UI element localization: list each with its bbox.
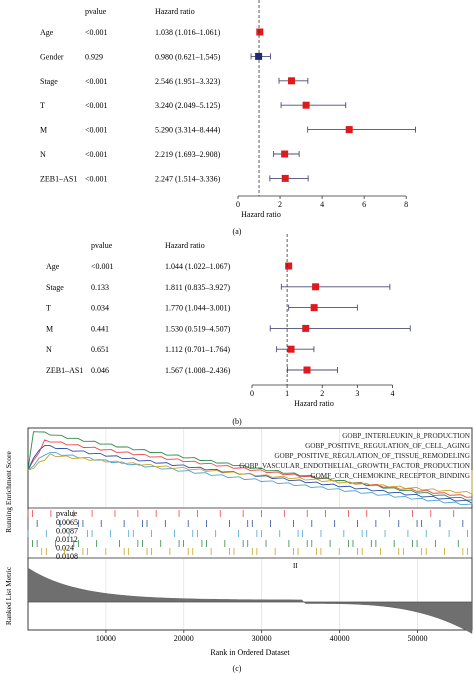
legend-entry: GOMF_CCR_CHEMOKINE_RECEPTOR_BINDING [310, 472, 470, 480]
row-hazard-ratio: 0.980 (0.621–1.545) [155, 52, 221, 61]
rug-marker-label: II [293, 562, 298, 570]
panel-label-a: (a) [233, 227, 242, 236]
row-hazard-ratio: 1.044 (1.022–1.067) [165, 262, 231, 271]
row-pvalue: <0.001 [85, 28, 108, 37]
x-tick-label: 4 [390, 389, 394, 398]
row-hazard-ratio: 1.038 (1.016–1.061) [155, 28, 221, 37]
row-label: Gender [40, 52, 64, 61]
hazard-ratio-point [302, 101, 310, 109]
hazard-ratio-point [256, 28, 264, 36]
row-label: T [46, 304, 51, 313]
row-label: ZEB1–AS1 [40, 174, 77, 183]
row-label: T [40, 101, 45, 110]
row-pvalue: <0.001 [85, 174, 108, 183]
series-pvalue: 0.0087 [56, 527, 78, 536]
row-hazard-ratio: 1.112 (0.701–1.764) [165, 345, 230, 354]
x-tick-label: 50000 [407, 634, 427, 643]
row-pvalue: <0.001 [85, 150, 108, 159]
x-tick-label: 0 [250, 389, 254, 398]
x-tick-label: 0 [236, 200, 240, 209]
row-hazard-ratio: 3.240 (2.049–5.125) [155, 101, 221, 110]
row-pvalue: 0.929 [85, 52, 103, 61]
gsea-pvalue-header: pvalue [56, 509, 78, 518]
y-axis-label-metric: Ranked List Metric [4, 566, 13, 625]
y-axis-label-es: Running Enrichment Score [4, 451, 13, 533]
panel-label-b: (b) [232, 417, 242, 426]
legend-entry: GOBP_VASCULAR_ENDOTHELIAL_GROWTH_FACTOR_… [239, 462, 471, 470]
row-label: Age [40, 28, 54, 37]
row-hazard-ratio: 1.530 (0.519–4.507) [165, 324, 231, 333]
legend-entry: GOBP_INTERLEUKIN_8_PRODUCTION [342, 432, 471, 440]
x-tick-label: 2 [320, 389, 324, 398]
pvalue-column-header-b: pvalue [91, 241, 113, 250]
row-label: N [40, 150, 46, 159]
legend-entry: GOBP_POSITIVE_REGULATION_OF_CELL_AGING [305, 442, 470, 450]
series-pvalue: 0.0108 [56, 552, 78, 561]
enrichment-curve [27, 439, 473, 498]
row-label: Stage [40, 77, 58, 86]
row-label: M [46, 324, 53, 333]
x-tick-label: 1 [285, 389, 289, 398]
row-pvalue: 0.034 [91, 304, 109, 313]
ranked-metric-area [27, 567, 473, 634]
x-tick-label: 20000 [174, 634, 194, 643]
hazard-ratio-point [255, 52, 263, 60]
row-pvalue: <0.001 [85, 101, 108, 110]
row-hazard-ratio: 1.811 (0.835–3.927) [165, 283, 230, 292]
hazard-ratio-point [288, 77, 296, 85]
row-pvalue: <0.001 [85, 126, 108, 135]
x-tick-label: 2 [278, 200, 282, 209]
row-label: Stage [46, 283, 64, 292]
forest-plot-a: pvalue Hazard ratio Age <0.001 1.038 (1.01… [40, 0, 416, 236]
row-pvalue: 0.651 [91, 345, 109, 354]
row-pvalue: 0.441 [91, 324, 109, 333]
hazard-ratio-point [302, 324, 310, 332]
hazard-ratio-point [312, 283, 320, 291]
row-hazard-ratio: 2.546 (1.951–3.323) [155, 77, 221, 86]
pvalue-column-header-a: pvalue [85, 7, 107, 16]
hazard-ratio-point [303, 366, 311, 374]
row-label: Age [46, 262, 60, 271]
row-pvalue: 0.133 [91, 283, 109, 292]
hazard-ratio-column-header-a: Hazard ratio [155, 7, 195, 16]
row-pvalue: <0.001 [91, 262, 114, 271]
row-hazard-ratio: 1.770 (1.044–3.001) [165, 304, 231, 313]
row-pvalue: <0.001 [85, 77, 108, 86]
row-hazard-ratio: 2.219 (1.693–2.908) [155, 150, 221, 159]
x-axis-label-a: Hazard ratio [241, 210, 281, 219]
row-hazard-ratio: 5.290 (3.314–8.444) [155, 126, 221, 135]
enrichment-curve [27, 453, 473, 495]
enrichment-curve [27, 431, 473, 501]
row-label: M [40, 126, 47, 135]
x-tick-label: 4 [320, 200, 324, 209]
row-hazard-ratio: 2.247 (1.514–3.336) [155, 174, 221, 183]
x-tick-label: 8 [404, 200, 408, 209]
hazard-ratio-point [281, 174, 289, 182]
series-pvalue: 0.0065 [56, 518, 78, 527]
panel-label-c: (c) [233, 664, 242, 673]
x-tick-label: 40000 [330, 634, 350, 643]
row-pvalue: 0.046 [91, 366, 109, 375]
hazard-ratio-point [285, 262, 293, 270]
row-hazard-ratio: 1.567 (1.008–2.436) [165, 366, 231, 375]
hazard-ratio-point [345, 126, 353, 134]
hazard-ratio-point [281, 150, 289, 158]
series-pvalue: 0.0112 [56, 535, 78, 544]
enrichment-curve [27, 451, 473, 506]
row-label: ZEB1–AS1 [46, 366, 83, 375]
hazard-ratio-point [310, 304, 318, 312]
hazard-ratio-point [287, 345, 295, 353]
forest-plot-b: pvalue Hazard ratio Age <0.001 1.044 (1.02… [46, 234, 411, 426]
x-tick-label: 30000 [252, 634, 272, 643]
x-tick-label: 3 [355, 389, 359, 398]
x-axis-label-gsea: Rank in Ordered Dataset [210, 648, 290, 657]
legend-entry: GOBP_POSITIVE_REGULATION_OF_TISSUE_REMOD… [274, 452, 470, 460]
row-label: N [46, 345, 52, 354]
x-tick-label: 6 [362, 200, 366, 209]
gsea-plot: GOBP_INTERLEUKIN_8_PRODUCTION GOBP_POSITI… [4, 427, 473, 673]
x-tick-label: 10000 [96, 634, 116, 643]
hazard-ratio-column-header-b: Hazard ratio [165, 241, 205, 250]
x-axis-label-b: Hazard ratio [294, 399, 334, 408]
